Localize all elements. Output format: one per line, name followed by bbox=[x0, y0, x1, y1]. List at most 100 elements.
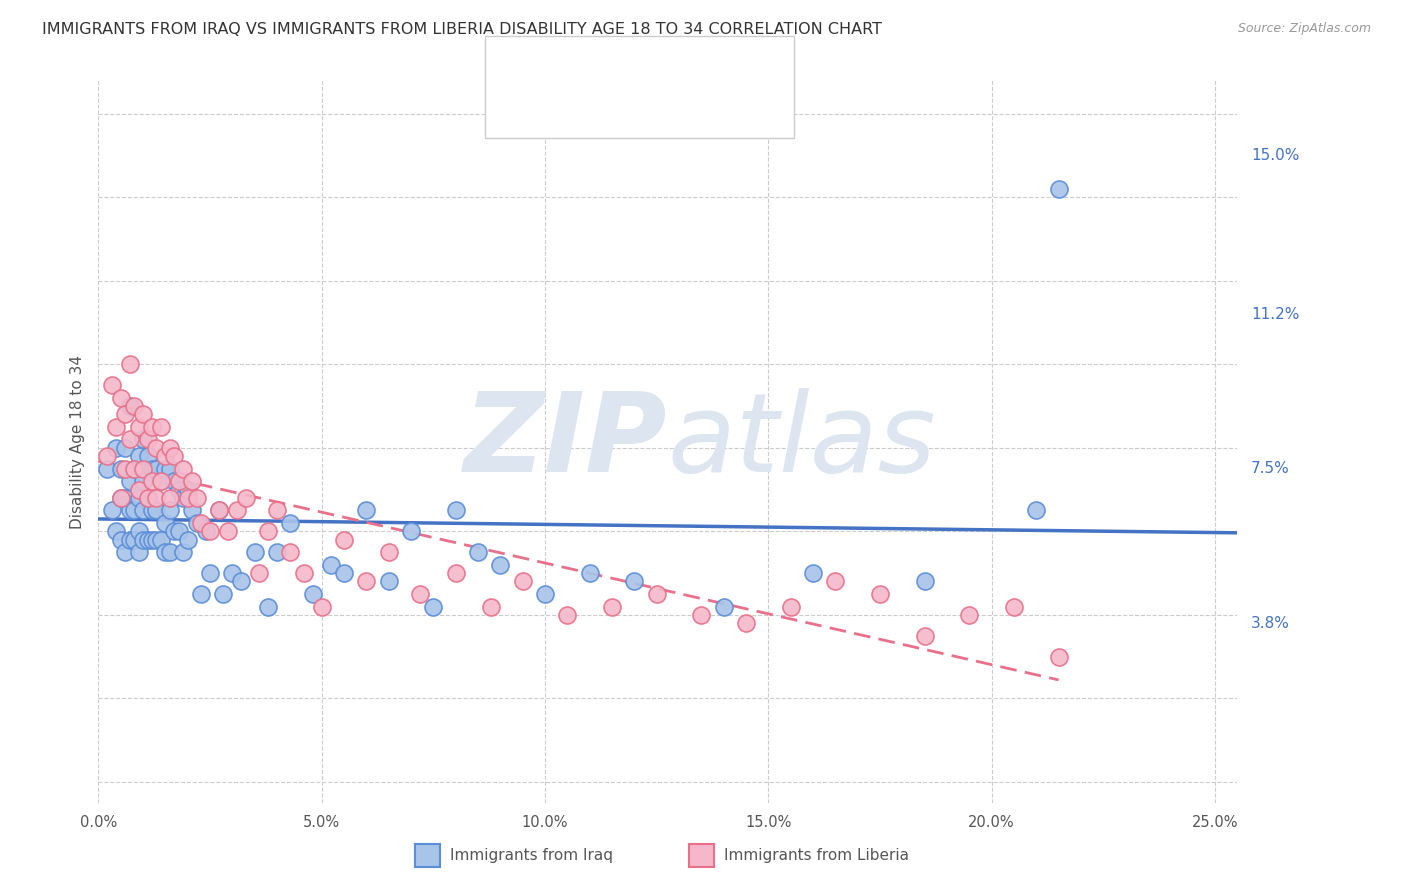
Point bbox=[292, 566, 315, 580]
Point bbox=[512, 574, 534, 589]
Point bbox=[217, 524, 239, 539]
Point bbox=[136, 491, 159, 505]
Text: -0.140: -0.140 bbox=[562, 57, 617, 72]
Point bbox=[257, 599, 280, 614]
Point bbox=[208, 503, 231, 517]
Point bbox=[110, 533, 132, 547]
Point bbox=[422, 599, 444, 614]
Point bbox=[114, 461, 136, 475]
Text: N =: N = bbox=[626, 108, 659, 123]
Point bbox=[163, 449, 186, 463]
Point bbox=[186, 491, 208, 505]
Text: 15.0%: 15.0% bbox=[1251, 148, 1299, 163]
Point bbox=[159, 545, 181, 559]
Point bbox=[128, 449, 150, 463]
Point bbox=[356, 503, 378, 517]
Text: R =: R = bbox=[529, 57, 562, 72]
Point bbox=[481, 599, 503, 614]
Point bbox=[645, 587, 668, 601]
Point bbox=[333, 566, 356, 580]
Point bbox=[266, 503, 288, 517]
Point bbox=[409, 587, 432, 601]
Point bbox=[145, 503, 167, 517]
Point bbox=[231, 574, 253, 589]
Point bbox=[172, 491, 194, 505]
Point bbox=[145, 491, 167, 505]
Point bbox=[198, 524, 221, 539]
Point bbox=[311, 599, 333, 614]
Point bbox=[118, 474, 141, 488]
Point bbox=[132, 433, 155, 447]
Point bbox=[333, 533, 356, 547]
Point bbox=[155, 545, 177, 559]
Point bbox=[399, 524, 422, 539]
Point bbox=[155, 516, 177, 530]
Point bbox=[145, 533, 167, 547]
Point bbox=[914, 574, 936, 589]
Point bbox=[163, 524, 186, 539]
Point bbox=[914, 629, 936, 643]
Point bbox=[247, 566, 270, 580]
Point bbox=[122, 503, 145, 517]
Text: 81: 81 bbox=[659, 57, 681, 72]
Point bbox=[1025, 503, 1047, 517]
Text: N =: N = bbox=[626, 57, 659, 72]
Point bbox=[713, 599, 735, 614]
Point bbox=[114, 408, 136, 422]
Text: ZIP: ZIP bbox=[464, 388, 668, 495]
Point bbox=[96, 449, 118, 463]
Point bbox=[122, 533, 145, 547]
Point bbox=[444, 566, 467, 580]
Point bbox=[444, 503, 467, 517]
Point bbox=[177, 491, 200, 505]
Point bbox=[257, 524, 280, 539]
Point bbox=[105, 524, 128, 539]
Point bbox=[623, 574, 645, 589]
Point bbox=[96, 461, 118, 475]
Text: 63: 63 bbox=[659, 108, 681, 123]
Text: Source: ZipAtlas.com: Source: ZipAtlas.com bbox=[1237, 22, 1371, 36]
Point bbox=[208, 503, 231, 517]
Point bbox=[1002, 599, 1025, 614]
Point bbox=[869, 587, 891, 601]
Point bbox=[280, 516, 302, 530]
Point bbox=[1047, 649, 1070, 664]
Point bbox=[141, 461, 163, 475]
Point bbox=[128, 483, 150, 497]
Point bbox=[132, 461, 155, 475]
Point bbox=[132, 503, 155, 517]
Point bbox=[356, 574, 378, 589]
Point bbox=[110, 491, 132, 505]
Point bbox=[101, 378, 124, 392]
Point bbox=[136, 449, 159, 463]
Point bbox=[301, 587, 323, 601]
Point bbox=[105, 441, 128, 455]
Point bbox=[141, 503, 163, 517]
Point bbox=[149, 474, 172, 488]
Point bbox=[128, 420, 150, 434]
Point bbox=[110, 391, 132, 405]
Point bbox=[114, 441, 136, 455]
Point bbox=[578, 566, 600, 580]
Text: R =: R = bbox=[529, 108, 562, 123]
Point bbox=[177, 483, 200, 497]
Point bbox=[824, 574, 846, 589]
Point bbox=[181, 474, 204, 488]
Point bbox=[690, 607, 713, 622]
Point bbox=[159, 491, 181, 505]
Point bbox=[159, 503, 181, 517]
Point bbox=[167, 524, 190, 539]
Point bbox=[167, 474, 190, 488]
Point bbox=[534, 587, 557, 601]
Point bbox=[735, 616, 758, 631]
Text: 3.8%: 3.8% bbox=[1251, 615, 1291, 631]
Point bbox=[128, 545, 150, 559]
Point bbox=[122, 461, 145, 475]
Point bbox=[190, 587, 212, 601]
Point bbox=[141, 533, 163, 547]
Point bbox=[266, 545, 288, 559]
Point bbox=[600, 599, 623, 614]
Point bbox=[467, 545, 489, 559]
Point bbox=[136, 433, 159, 447]
Point bbox=[141, 474, 163, 488]
